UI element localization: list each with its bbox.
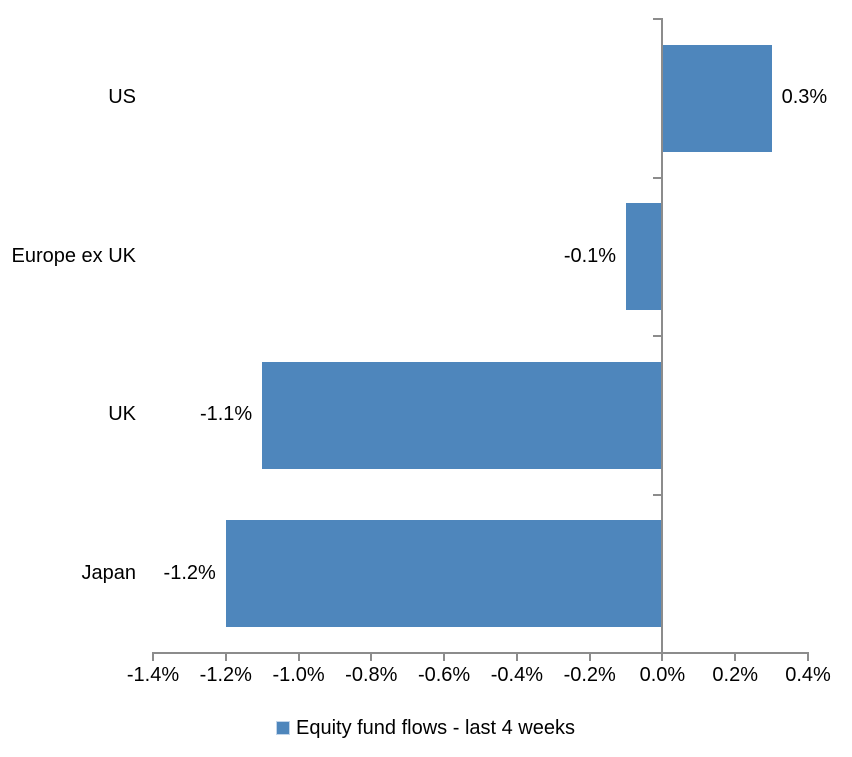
category-axis-tick [653,493,662,496]
value-label-europe-ex-uk: -0.1% [563,244,617,267]
category-label-us: US [108,86,136,109]
x-axis-tick [224,652,227,661]
x-axis-tick-label: -1.2% [199,664,252,686]
x-axis-tick-label: -0.2% [563,664,616,686]
x-axis-tick-label: -1.0% [272,664,325,686]
zero-axis-line [661,18,664,661]
category-axis-tick [653,652,662,654]
value-label-japan: -1.2% [163,561,216,584]
x-axis-tick-label: -0.6% [417,664,471,686]
bar-europe-ex-uk [626,203,663,311]
x-axis-tick-label: -0.4% [490,664,544,686]
bar-uk [262,361,663,469]
x-axis-tick-label: 0.2% [712,664,758,686]
x-axis-tick [152,652,154,661]
bar-us [662,44,772,152]
x-axis-tick [807,652,809,661]
x-axis-tick-label: 0.0% [639,664,686,686]
x-axis-tick [734,652,737,661]
category-label-europe-ex-uk: Europe ex UK [11,244,136,267]
x-axis-tick [443,652,446,661]
x-axis-tick [515,652,518,661]
x-axis-tick [588,652,591,661]
value-label-uk: -1.1% [199,403,253,426]
x-axis-tick [370,652,373,661]
category-axis-tick [653,18,662,20]
legend-square-marker-icon [276,722,289,734]
category-label-japan: Japan [81,561,137,584]
x-axis-tick-label: 0.4% [785,664,831,686]
legend-label: Equity fund flows - last 4 weeks [295,716,575,739]
x-axis-tick-label: -1.4% [126,664,180,686]
category-label-uk: UK [108,403,136,426]
bar-japan [225,520,663,628]
category-axis-tick [653,176,662,179]
x-axis-tick-label: -0.8% [345,664,398,686]
x-axis-tick [297,652,300,661]
category-axis-tick [653,335,662,337]
x-axis-line [152,652,809,654]
value-label-us: 0.3% [781,86,828,109]
legend: Equity fund flows - last 4 weeks [0,715,852,741]
